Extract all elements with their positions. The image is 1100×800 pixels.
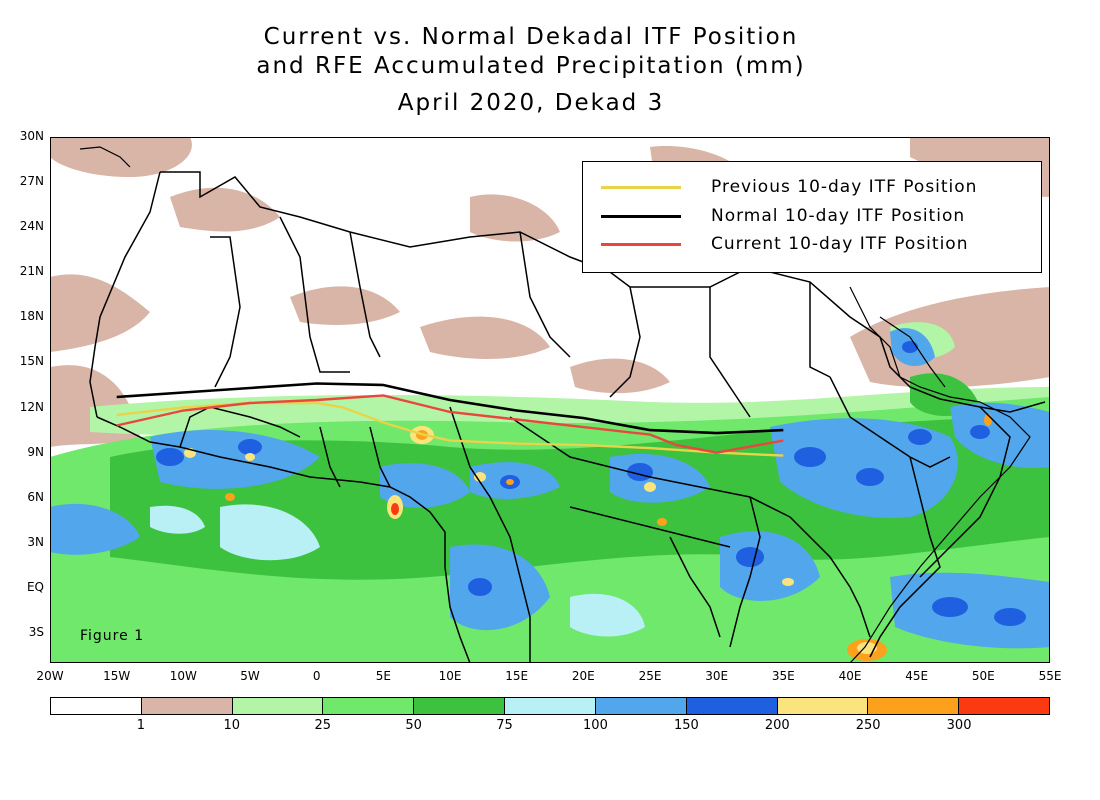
coastline [79,146,1031,663]
lon-tick-label: 50E [971,669,995,683]
legend-swatch-normal [601,215,681,218]
lon-tick-label: 0 [312,669,321,683]
lon-tick-label: 15E [505,669,529,683]
colorbar-segment [323,698,415,714]
precip-75-150 [50,328,1050,649]
colorbar-segment [868,698,960,714]
colorbar-segment [141,698,233,714]
lon-tick-label: 20W [36,669,64,683]
colorbar-segment [51,698,142,714]
title-line-1: Current vs. Normal Dekadal ITF Position [263,24,799,50]
precip-colorbar [50,697,1050,715]
colorbar-label: 75 [496,718,513,733]
lon-tick-label: 10W [169,669,197,683]
lon-tick-label: 5E [375,669,391,683]
colorbar-label: 250 [855,718,881,733]
legend-label-normal: Normal 10-day ITF Position [711,206,966,226]
colorbar-label: 100 [583,718,608,733]
lon-tick-label: 55E [1038,669,1062,683]
colorbar-segment [505,698,596,714]
title-line-3: April 2020, Dekad 3 [397,90,665,116]
lat-tick-label: 12N [19,399,44,414]
title-block: Current vs. Normal Dekadal ITF Position … [0,0,1100,130]
colorbar-segment [686,698,778,714]
colorbar-label: 200 [764,718,790,733]
itf-line-current [116,394,784,454]
lon-tick-label: 10E [438,669,462,683]
colorbar-segment [777,698,869,714]
lat-tick-label: 30N [19,129,44,143]
colorbar-label: 25 [314,718,331,733]
lon-tick-label: 40E [838,669,862,683]
legend-label-previous: Previous 10-day ITF Position [711,177,978,197]
colorbar-label: 10 [223,718,241,733]
colorbar-label: 1 [136,718,146,733]
colorbar-segment [959,698,1049,714]
legend-item-previous: Previous 10-day ITF Position [583,173,1041,201]
colorbar-label: 150 [673,718,699,733]
legend-label-current: Current 10-day ITF Position [711,234,969,254]
colorbar-labels: 1 10 25 50 75 100 150 200 250 300 [0,718,1100,738]
lon-tick-label: 25E [638,669,662,683]
lat-tick-label: 15N [19,354,44,369]
colorbar-segment [232,698,324,714]
country-borders [89,171,1046,663]
lat-tick-label: 9N [27,444,44,459]
lon-tick-label: 35E [771,669,795,683]
lat-tick-label: 24N [19,219,44,234]
lat-tick-label: 18N [19,309,44,324]
lon-tick-label: 45E [905,669,929,683]
lat-tick-label: 21N [19,264,44,279]
legend-item-normal: Normal 10-day ITF Position [583,202,1041,230]
itf-lines [116,382,784,457]
title-line-2: and RFE Accumulated Precipitation (mm) [256,53,806,79]
figure-label: Figure 1 [80,628,145,644]
lat-tick-label: 27N [19,174,44,189]
lat-tick-label: 3N [27,534,44,549]
lon-tick-label: 5W [240,669,260,683]
colorbar-label: 50 [405,718,422,733]
lat-tick-label: 6N [27,489,44,504]
lon-tick-label: 15W [103,669,131,683]
lon-tick-label: 20E [571,669,595,683]
lat-tick-label: 3S [28,624,44,639]
legend-item-current: Current 10-day ITF Position [583,230,1041,258]
lat-tick-label: EQ [26,579,44,594]
colorbar-segment [595,698,687,714]
map-legend: Previous 10-day ITF Position Normal 10-d… [582,161,1042,273]
map-frame [50,137,1050,663]
itf-line-normal [116,382,784,435]
legend-swatch-previous [601,186,681,189]
colorbar-segment [414,698,506,714]
legend-swatch-current [601,243,681,246]
colorbar-label: 300 [946,718,972,733]
lon-tick-label: 30E [705,669,729,683]
